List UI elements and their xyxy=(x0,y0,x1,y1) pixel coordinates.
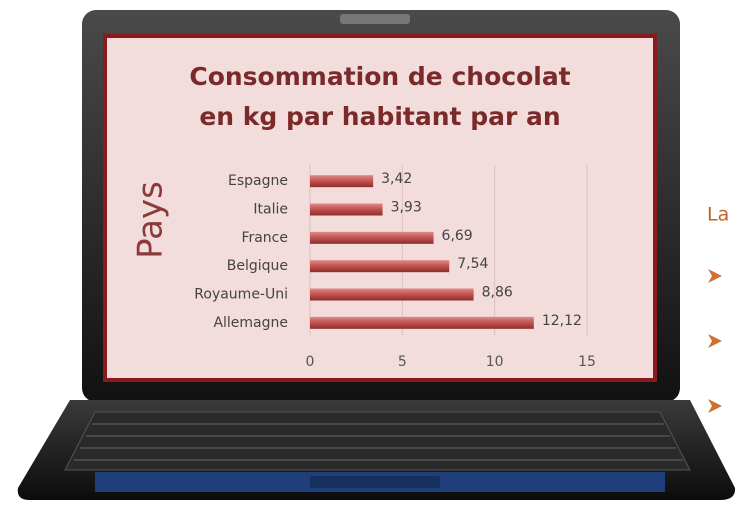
value-label: 12,12 xyxy=(542,313,582,329)
bar xyxy=(310,232,434,244)
touchpad xyxy=(310,476,440,488)
y-axis-label: Pays xyxy=(131,181,171,259)
y-tick-label: Italie xyxy=(253,202,288,218)
bar xyxy=(310,260,449,272)
bar xyxy=(310,175,373,187)
value-label: 3,93 xyxy=(391,200,422,216)
laptop-scene: Consommation de chocolat en kg par habit… xyxy=(0,0,746,523)
x-tick-label: 10 xyxy=(486,354,504,370)
bullets xyxy=(708,269,722,413)
chart-title: en kg par habitant par an xyxy=(199,102,560,131)
x-tick-label: 0 xyxy=(306,354,315,370)
y-tick-label: Allemagne xyxy=(213,315,288,331)
y-tick-label: Espagne xyxy=(228,173,288,189)
bar xyxy=(310,317,534,329)
chart-title: Consommation de chocolat xyxy=(189,62,570,91)
value-label: 3,42 xyxy=(381,171,412,187)
y-tick-label: Belgique xyxy=(227,258,288,274)
bar xyxy=(310,289,474,301)
page: {"chart_data": {"type": "bar", "orientat… xyxy=(0,0,746,523)
value-label: 6,69 xyxy=(442,228,473,244)
keyboard xyxy=(65,412,690,470)
y-tick-label: France xyxy=(241,230,288,246)
x-tick-label: 15 xyxy=(578,354,596,370)
side-text: La xyxy=(707,204,729,226)
x-tick-label: 5 xyxy=(398,354,407,370)
bar xyxy=(310,204,383,216)
webcam xyxy=(340,14,410,24)
value-label: 7,54 xyxy=(457,256,488,272)
value-label: 8,86 xyxy=(482,285,513,301)
y-tick-label: Royaume-Uni xyxy=(194,287,288,303)
